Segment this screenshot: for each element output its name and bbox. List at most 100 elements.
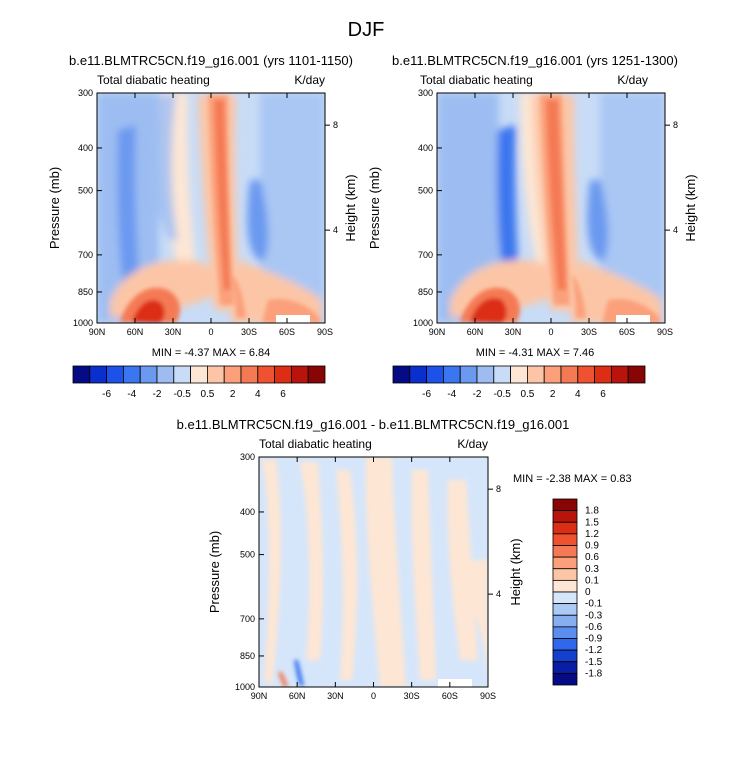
colorbar-label: -0.5 — [494, 389, 512, 400]
y-tick-label-right: 8 — [496, 484, 501, 494]
colorbar-swatch — [577, 365, 595, 384]
colorbar-swatch — [627, 365, 646, 384]
colorbar-swatch — [552, 556, 578, 570]
y-tick-label: 700 — [240, 614, 255, 624]
y-tick-label: 1000 — [235, 682, 255, 692]
colorbar-label: 0.5 — [200, 389, 214, 400]
warm-streak — [411, 470, 436, 680]
x-tick-label: 60S — [279, 327, 295, 337]
x-tick-label: 0 — [371, 691, 376, 701]
colorbar-label: 2 — [230, 389, 236, 400]
panel-units: K/day — [617, 73, 648, 87]
y-tick-label-right: 8 — [333, 120, 338, 130]
x-tick-label: 90S — [480, 691, 496, 701]
colorbar-swatch — [543, 365, 562, 384]
colorbar-swatch — [257, 365, 275, 384]
colorbar-label: -0.1 — [585, 599, 603, 610]
colorbar-label: 6 — [280, 389, 286, 400]
x-tick-label: 0 — [208, 327, 213, 337]
colorbar-label: 6 — [600, 389, 606, 400]
colorbar-label: -4 — [447, 389, 456, 400]
colorbar: -6 -4 -2 -0.5 0.5 2 4 6 — [392, 365, 646, 400]
heatmap-field — [437, 93, 665, 323]
panel-title: b.e11.BLMTRC5CN.f19_g16.001 - b.e11.BLMT… — [177, 417, 570, 432]
warm-tower-core — [546, 100, 566, 290]
colorbar-label: 0.3 — [585, 564, 599, 575]
colorbar-label: -6 — [102, 389, 111, 400]
colorbar-swatch — [409, 365, 427, 384]
colorbar-label: -1.2 — [585, 645, 603, 656]
y-axis-label-right: Height (km) — [343, 174, 358, 241]
stats-text: MIN = -4.37 MAX = 6.84 — [152, 347, 271, 359]
colorbar-swatch — [594, 365, 612, 384]
colorbar-swatch — [493, 365, 511, 384]
y-axis-label: Pressure (mb) — [367, 167, 382, 249]
x-tick-label: 30S — [581, 327, 597, 337]
colorbar-swatch — [123, 365, 141, 384]
blue-core — [587, 180, 608, 262]
warm-shallow — [232, 275, 246, 318]
panel-subtitle-left: Total diabatic heating — [420, 73, 533, 87]
colorbar-swatch — [223, 365, 242, 384]
warm-boundary-core — [132, 300, 165, 323]
stats-text: MIN = -2.38 MAX = 0.83 — [513, 473, 632, 485]
y-tick-label: 400 — [418, 143, 433, 153]
x-tick-label: 30S — [404, 691, 420, 701]
colorbar-label: 0.1 — [585, 575, 599, 586]
colorbar-swatch — [552, 533, 578, 546]
y-axis-label-right: Height (km) — [508, 538, 523, 605]
colorbar-swatch — [72, 365, 91, 384]
heatmap-field — [97, 93, 325, 323]
colorbar-label: 0.9 — [585, 541, 599, 552]
missing-data-patch — [616, 315, 650, 323]
colorbar: 1.81.51.20.90.60.30.10-0.1-0.3-0.6-0.9-1… — [552, 498, 603, 686]
colorbar-swatch — [139, 365, 158, 384]
y-tick-label: 500 — [78, 186, 93, 196]
warm-streak — [300, 462, 324, 660]
y-tick-label: 700 — [78, 250, 93, 260]
colorbar-swatch — [307, 365, 326, 384]
colorbar-label: -0.9 — [585, 634, 603, 645]
panel-top-right: b.e11.BLMTRC5CN.f19_g16.001 (yrs 1251-13… — [367, 53, 698, 400]
blue-core — [117, 125, 140, 292]
y-axis-label: Pressure (mb) — [207, 531, 222, 613]
warm-tower-core — [214, 100, 230, 290]
warm-spot — [278, 672, 288, 687]
colorbar-swatch — [290, 365, 309, 384]
y-tick-label-right: 4 — [333, 225, 338, 235]
x-tick-label: 90N — [429, 327, 446, 337]
panel-units: K/day — [294, 73, 325, 87]
blue-region — [152, 95, 178, 240]
colorbar-label: 1.5 — [585, 517, 599, 528]
y-tick-label-right: 8 — [673, 120, 678, 130]
colorbar-swatch — [552, 649, 578, 663]
colorbar-label: -6 — [422, 389, 431, 400]
warm-shallow — [572, 275, 586, 318]
axes: 90N 60N 30N 0 30S 60S 90S 300 400 500 700 850 1000 8 4 — [413, 88, 678, 337]
colorbar-label: -1.8 — [585, 668, 603, 679]
x-tick-label: 90S — [657, 327, 673, 337]
colorbar-swatch — [552, 638, 578, 651]
x-tick-label: 60N — [127, 327, 144, 337]
axes: 90N 60N 30N 0 30S 60S 90S 300 400 500 700 850 1000 8 4 — [235, 452, 501, 701]
colorbar-swatch — [274, 365, 292, 384]
colorbar-swatch — [173, 365, 192, 384]
y-tick-label: 300 — [78, 88, 93, 98]
colorbar-label: -0.3 — [585, 610, 603, 621]
panel-title: b.e11.BLMTRC5CN.f19_g16.001 (yrs 1101-11… — [69, 53, 353, 68]
warm-streak — [262, 460, 281, 685]
colorbar: -6 -4 -2 -0.5 0.5 2 4 6 — [72, 365, 326, 400]
colorbar-swatch — [552, 498, 578, 512]
colorbar-label: -2 — [473, 389, 482, 400]
missing-data-patch — [438, 679, 472, 687]
colorbar-swatch — [459, 365, 478, 384]
colorbar-swatch — [442, 365, 461, 384]
colorbar-swatch — [552, 603, 578, 616]
colorbar-swatch — [240, 365, 259, 384]
x-tick-label: 30N — [505, 327, 522, 337]
x-tick-label: 90N — [89, 327, 106, 337]
x-tick-label: 90S — [317, 327, 333, 337]
cool-spot — [294, 660, 304, 686]
x-tick-label: 30S — [241, 327, 257, 337]
